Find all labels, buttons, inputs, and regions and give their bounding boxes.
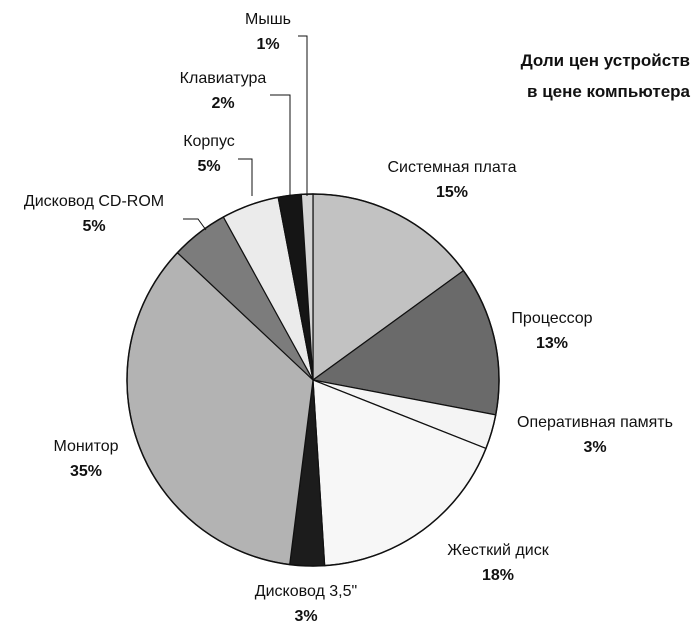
- slice-percent-label: 3%: [583, 439, 606, 456]
- leader-lines: [183, 35, 308, 231]
- slice-label: Дисковод CD-ROM: [24, 193, 164, 210]
- slice-label: Оперативная память: [517, 414, 673, 431]
- slice-label: Процессор: [511, 310, 592, 327]
- slice-percent-label: 13%: [536, 335, 568, 352]
- slice-percent-label: 18%: [482, 567, 514, 584]
- leader-line: [238, 158, 253, 196]
- slice-percent-label: 3%: [294, 608, 317, 625]
- slice-label: Мышь: [245, 11, 291, 28]
- slice-percent-label: 1%: [256, 36, 279, 53]
- slice-label: Монитор: [53, 438, 118, 455]
- chart-title-line-2: в цене компьютера: [527, 82, 691, 101]
- chart-title-line-1: Доли цен устройств: [521, 51, 690, 70]
- slice-labels: Системная плата 15% Процессор 13% Оперативна…: [24, 11, 673, 625]
- slice-label: Корпус: [183, 133, 235, 150]
- slice-label: Жесткий диск: [447, 542, 549, 559]
- leader-line: [298, 35, 308, 196]
- leader-line: [183, 218, 207, 231]
- leader-line: [270, 94, 291, 195]
- slice-percent-label: 15%: [436, 184, 468, 201]
- pie-outline: [126, 193, 500, 567]
- slices-layer: [126, 193, 500, 567]
- slice-label: Системная плата: [388, 159, 517, 176]
- slice-percent-label: 5%: [197, 158, 220, 175]
- slice-percent-label: 35%: [70, 463, 102, 480]
- slice-label: Дисковод 3,5": [255, 583, 357, 600]
- slice-percent-label: 2%: [211, 95, 234, 112]
- slice-percent-label: 5%: [82, 218, 105, 235]
- slice-label: Клавиатура: [180, 70, 267, 87]
